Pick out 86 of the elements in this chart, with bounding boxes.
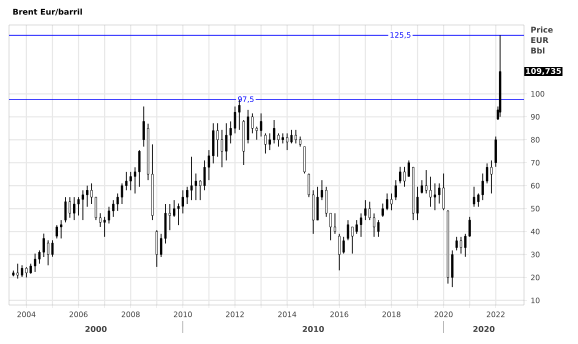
candlestick (16, 263, 19, 280)
candlestick (177, 203, 180, 226)
candlestick (20, 264, 24, 278)
candlestick (229, 120, 232, 144)
candlestick (394, 180, 397, 201)
candlestick (425, 170, 428, 194)
candlestick (294, 129, 297, 144)
candlestick (472, 186, 476, 208)
candlestick (356, 220, 358, 234)
candlestick (486, 162, 488, 184)
candlestick (264, 132, 267, 154)
candlestick (225, 122, 228, 161)
candlestick (199, 180, 202, 201)
candlestick (390, 193, 393, 211)
candlestick (377, 220, 380, 238)
candlestick (168, 204, 171, 231)
candlestick (338, 233, 340, 271)
candlestick (477, 193, 480, 208)
candlestick (25, 266, 28, 278)
candlestick (186, 186, 188, 204)
candlestick (455, 236, 458, 251)
candlestick (73, 196, 76, 221)
candlestick (282, 132, 284, 144)
candlestick (403, 166, 406, 188)
candlestick (398, 166, 402, 184)
candlestick (246, 109, 250, 144)
candlestick (125, 171, 128, 191)
candlestick (429, 176, 432, 208)
candlestick (334, 212, 336, 234)
candlestick (325, 186, 328, 218)
candlestick (299, 136, 302, 148)
candlestick (34, 253, 36, 272)
candlestick (434, 182, 436, 211)
candlestick (77, 196, 80, 216)
candlestick (420, 180, 424, 194)
candlestick (260, 112, 262, 137)
candlestick (368, 201, 371, 221)
candlestick (56, 224, 58, 239)
candlestick (130, 171, 132, 191)
candlestick (142, 106, 145, 148)
candlestick (416, 186, 419, 221)
candlestick (46, 240, 50, 266)
candlestick (442, 173, 445, 211)
candlestick (482, 173, 484, 201)
candlestick (112, 200, 114, 218)
candlestick (42, 233, 45, 258)
candlestick (220, 129, 224, 168)
candlestick (156, 230, 158, 268)
candlestick (364, 200, 367, 221)
candlestick (408, 160, 410, 178)
candlestick (490, 160, 493, 194)
candlestick (30, 263, 32, 274)
candlestick (256, 126, 258, 140)
candlestick (286, 132, 288, 151)
candlestick (329, 212, 332, 241)
candlestick (360, 212, 362, 238)
candlestick (216, 122, 219, 158)
candlestick (38, 250, 41, 264)
candlestick (51, 240, 54, 258)
candlestick (382, 203, 384, 218)
candlestick (194, 173, 198, 201)
candlestick (138, 150, 141, 188)
candlestick (308, 173, 310, 198)
candlestick (451, 250, 454, 288)
candlestick (99, 212, 102, 228)
candlestick (203, 160, 206, 191)
candlestick (342, 236, 345, 254)
candlestick (68, 196, 72, 218)
candlestick (386, 193, 388, 211)
candlestick (272, 120, 276, 144)
candlestick (82, 190, 84, 221)
candlestick (172, 200, 176, 218)
candlestick (182, 190, 184, 214)
candlestick (316, 186, 319, 221)
candlestick (464, 233, 466, 258)
candlestick (116, 193, 119, 212)
candlestick (494, 136, 497, 168)
candlestick (60, 220, 62, 239)
candlestick (372, 212, 376, 238)
candlestick (351, 226, 354, 254)
candlestick (468, 216, 471, 238)
candlestick (190, 156, 193, 201)
candlestick (268, 132, 271, 151)
candlestick (86, 185, 88, 208)
candlestick (438, 182, 440, 204)
candlestick (108, 206, 110, 224)
